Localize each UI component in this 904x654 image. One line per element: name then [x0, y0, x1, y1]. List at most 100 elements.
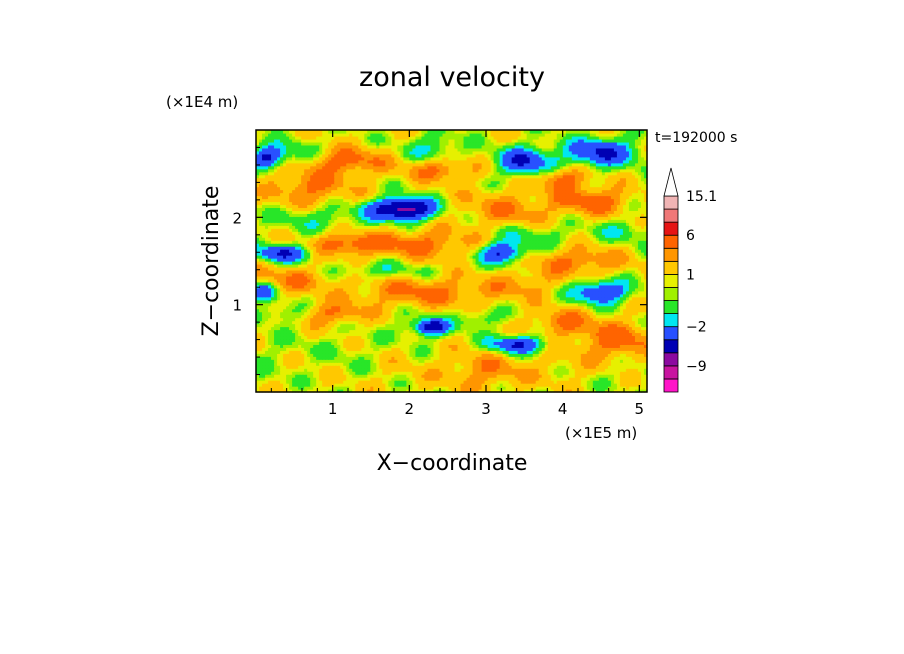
heatmap-cell	[571, 338, 576, 342]
heatmap-cell	[589, 371, 594, 375]
heatmap-cell	[523, 302, 528, 307]
heatmap-cell	[265, 302, 269, 307]
heatmap-cell	[514, 326, 519, 331]
heatmap-cell	[538, 320, 543, 325]
heatmap-cell	[337, 365, 341, 369]
heatmap-cell	[628, 338, 633, 342]
heatmap-cell	[493, 311, 498, 316]
heatmap-cell	[316, 368, 320, 372]
heatmap-cell	[589, 287, 594, 292]
heatmap-cell	[310, 374, 314, 378]
heatmap-cell	[481, 338, 486, 342]
heatmap-cell	[502, 338, 507, 342]
heatmap-cell	[325, 332, 329, 337]
heatmap-cell	[529, 350, 534, 354]
heatmap-cell	[439, 329, 444, 334]
heatmap-cell	[385, 287, 389, 292]
heatmap-cell	[442, 314, 447, 319]
heatmap-cell	[457, 302, 462, 307]
heatmap-cell	[379, 335, 383, 340]
heatmap-cell	[436, 317, 441, 322]
heatmap-cell	[616, 359, 621, 363]
heatmap-cell	[259, 377, 263, 381]
heatmap-cell	[409, 323, 413, 328]
heatmap-cell	[307, 323, 311, 328]
heatmap-cell	[571, 308, 576, 313]
heatmap-cell	[529, 344, 534, 348]
heatmap-cell	[535, 296, 540, 301]
heatmap-cell	[304, 317, 308, 322]
heatmap-cell	[610, 365, 615, 369]
heatmap-cell	[478, 338, 483, 342]
heatmap-cell	[283, 326, 287, 331]
heatmap-cell	[454, 383, 459, 387]
heatmap-cell	[487, 299, 492, 304]
heatmap-cell	[259, 389, 263, 393]
heatmap-cell	[427, 308, 432, 313]
heatmap-cell	[304, 287, 308, 292]
heatmap-cell	[403, 278, 407, 283]
heatmap-cell	[436, 344, 441, 348]
heatmap-cell	[307, 380, 311, 384]
heatmap-cell	[268, 350, 272, 354]
heatmap-cell	[580, 308, 585, 313]
heatmap-cell	[391, 344, 395, 348]
heatmap-cell	[496, 296, 501, 301]
heatmap-cell	[583, 383, 588, 387]
heatmap-cell	[421, 326, 426, 331]
heatmap-cell	[307, 386, 311, 390]
heatmap-cell	[613, 389, 618, 393]
heatmap-cell	[556, 380, 561, 384]
heatmap-cell	[427, 338, 432, 342]
heatmap-cell	[412, 278, 417, 283]
heatmap-cell	[460, 287, 465, 292]
heatmap-cell	[607, 350, 612, 354]
heatmap-cell	[346, 356, 350, 360]
heatmap-cell	[598, 371, 603, 375]
heatmap-cell	[325, 341, 329, 345]
heatmap-cell	[577, 293, 582, 298]
heatmap-cell	[436, 305, 441, 310]
heatmap-cell	[280, 281, 284, 286]
heatmap-cell	[643, 362, 648, 366]
heatmap-cell	[610, 338, 615, 342]
heatmap-cell	[307, 365, 311, 369]
heatmap-cell	[370, 362, 374, 366]
heatmap-cell	[370, 347, 374, 351]
heatmap-cell	[319, 344, 323, 348]
heatmap-cell	[556, 362, 561, 366]
heatmap-cell	[256, 290, 260, 295]
heatmap-cell	[355, 332, 359, 337]
heatmap-cell	[280, 347, 284, 351]
heatmap-cell	[574, 293, 579, 298]
heatmap-cell	[622, 338, 627, 342]
heatmap-cell	[364, 377, 368, 381]
heatmap-cell	[427, 365, 432, 369]
heatmap-cell	[538, 299, 543, 304]
heatmap-cell	[568, 344, 573, 348]
heatmap-cell	[496, 299, 501, 304]
heatmap-cell	[340, 359, 344, 363]
heatmap-cell	[460, 362, 465, 366]
heatmap-cell	[493, 335, 498, 340]
heatmap-cell	[604, 350, 609, 354]
heatmap-cell	[268, 341, 272, 345]
heatmap-cell	[547, 290, 552, 295]
heatmap-cell	[490, 281, 495, 286]
heatmap-cell	[463, 335, 468, 340]
heatmap-cell	[370, 314, 374, 319]
heatmap-cell	[508, 317, 513, 322]
heatmap-cell	[487, 302, 492, 307]
heatmap-cell	[613, 287, 618, 292]
heatmap-cell	[421, 353, 426, 357]
heatmap-cell	[496, 389, 501, 393]
heatmap-cell	[445, 302, 450, 307]
heatmap-cell	[439, 299, 444, 304]
heatmap-cell	[346, 350, 350, 354]
heatmap-cell	[628, 344, 633, 348]
heatmap-cell	[415, 326, 420, 331]
heatmap-cell	[379, 374, 383, 378]
heatmap-cell	[325, 311, 329, 316]
heatmap-cell	[496, 350, 501, 354]
heatmap-cell	[541, 368, 546, 372]
